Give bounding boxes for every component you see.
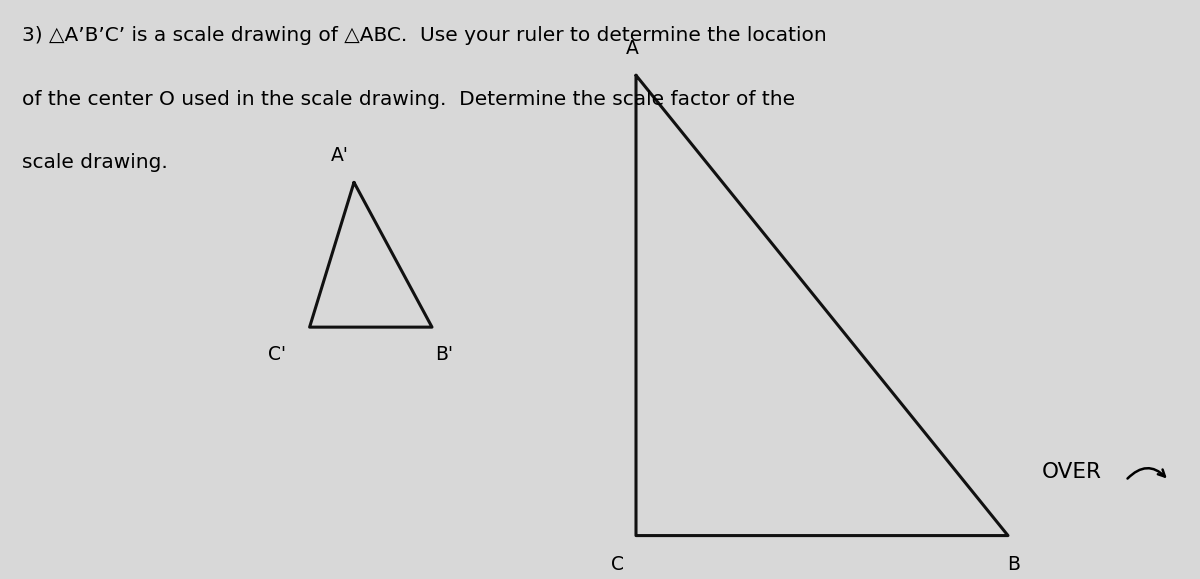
Text: C': C' <box>268 345 286 364</box>
Text: OVER: OVER <box>1042 462 1102 482</box>
Text: B': B' <box>436 345 454 364</box>
Text: of the center O used in the scale drawing.  Determine the scale factor of the: of the center O used in the scale drawin… <box>22 90 794 109</box>
Text: 3) △A’B’C’ is a scale drawing of △ABC.  Use your ruler to determine the location: 3) △A’B’C’ is a scale drawing of △ABC. U… <box>22 26 827 45</box>
Text: A: A <box>626 39 638 58</box>
Text: scale drawing.: scale drawing. <box>22 153 167 173</box>
Text: B: B <box>1008 555 1020 574</box>
Text: C: C <box>612 555 624 574</box>
Text: A': A' <box>331 146 348 165</box>
